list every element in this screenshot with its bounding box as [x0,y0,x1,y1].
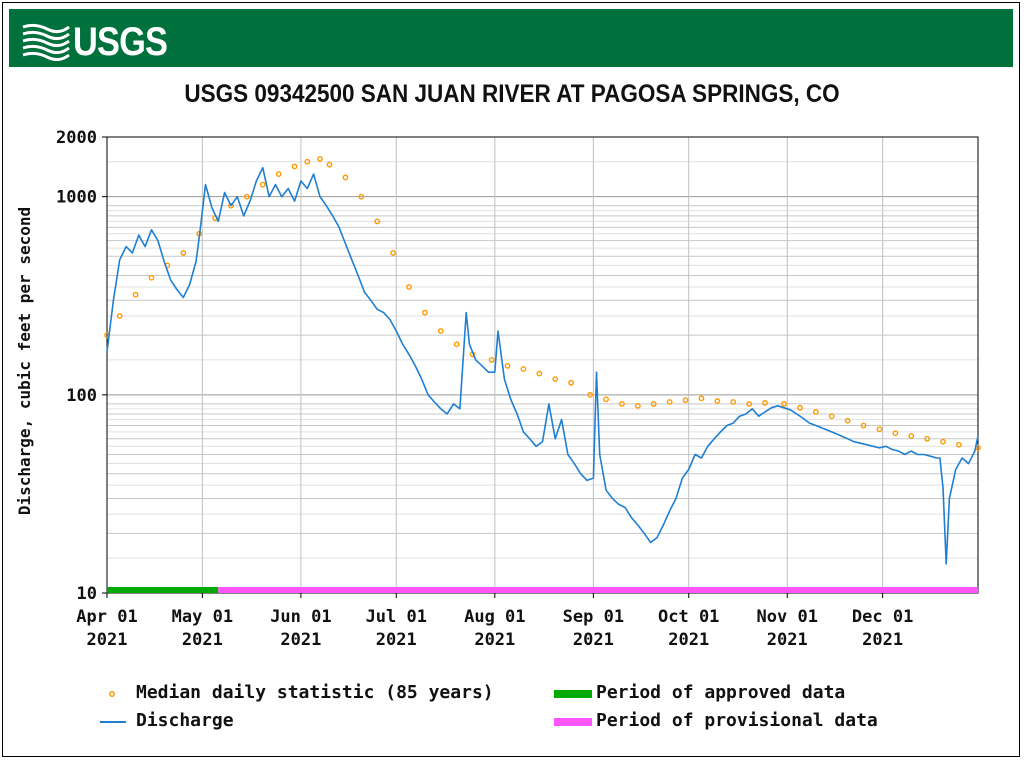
x-tick-year: 2021 [862,630,903,650]
median-point [940,438,946,445]
median-point [358,193,365,200]
median-point [304,158,311,165]
median-point [797,404,803,411]
x-tick-year: 2021 [474,630,515,650]
median-point [421,309,428,316]
median-point [116,313,123,319]
median-point [714,398,721,404]
median-point [730,399,737,405]
median-point [406,284,412,290]
median-point [453,341,460,348]
usgs-logo: USGS [21,19,181,64]
y-tick-label: 100 [66,386,97,406]
median-point [892,430,899,437]
median-point [762,400,768,406]
usgs-banner: USGS [9,9,1013,67]
chart-title: USGS 09342500 SAN JUAN RIVER AT PAGOSA S… [184,80,840,108]
median-point [132,291,139,298]
x-tick-year: 2021 [280,630,321,650]
x-tick-label: Apr 01 [76,607,137,627]
plot-background [107,137,978,593]
x-tick-year: 2021 [87,630,128,650]
x-tick-year: 2021 [376,630,417,650]
median-point [374,218,381,225]
y-axis-ticks: 2000 1000 100 10 [56,128,107,604]
x-tick-label: Oct 01 [658,607,719,627]
median-point [781,400,787,407]
median-point [259,181,266,188]
median-point [650,400,657,407]
median-point [828,413,835,420]
x-tick-label: Jul 01 [366,607,427,627]
median-point [698,395,705,402]
median-point [148,274,155,281]
x-tick-label: Jun 01 [270,607,331,627]
x-tick-label: Nov 01 [757,607,818,627]
x-tick-label: Sep 01 [563,607,624,627]
median-point [666,399,673,405]
y-tick-label: 10 [77,584,97,604]
median-point [536,370,543,377]
median-point [876,426,883,433]
median-point [326,161,333,168]
median-point [317,156,323,162]
median-point [746,400,753,407]
x-tick-year: 2021 [668,630,709,650]
usgs-logo-text: USGS [73,20,168,64]
median-point [634,402,641,409]
median-point [243,193,250,200]
x-tick-label: Dec 01 [852,607,913,627]
discharge-series [106,166,979,565]
median-point [520,366,527,372]
median-point [291,163,298,170]
median-point [603,396,609,403]
median-point [924,435,931,442]
x-tick-label: Aug 01 [464,607,525,627]
median-point [568,379,575,386]
plot-grid [106,136,978,594]
period-bar [218,587,978,593]
period-bars [107,587,978,593]
usgs-wave-icon [21,21,70,62]
median-point [437,328,444,334]
median-point [860,422,867,429]
x-tick-label: May 01 [172,607,233,627]
median-point [956,441,962,448]
median-point [504,362,511,369]
median-point [342,174,349,181]
median-point [844,417,851,424]
x-tick-year: 2021 [767,630,808,650]
median-point [488,357,495,363]
x-tick-year: 2021 [182,630,223,650]
period-bar [107,587,219,593]
median-point [275,171,282,177]
median-point [228,202,234,209]
median-point [390,250,396,256]
median-point [908,433,915,439]
median-point [552,376,559,383]
median-point [587,391,594,398]
median-point [812,409,819,415]
y-axis-label: Discharge, cubic feet per second [15,207,34,515]
x-axis-ticks: Apr 01 2021 May 01 2021 Jun 01 2021 Jul 01 2021… [76,593,913,650]
discharge-line [106,166,979,565]
y-tick-label: 1000 [56,188,97,208]
x-tick-year: 2021 [573,630,614,650]
median-point [180,250,187,256]
median-point [619,400,625,407]
y-tick-label: 2000 [56,128,97,148]
median-point [682,397,689,404]
